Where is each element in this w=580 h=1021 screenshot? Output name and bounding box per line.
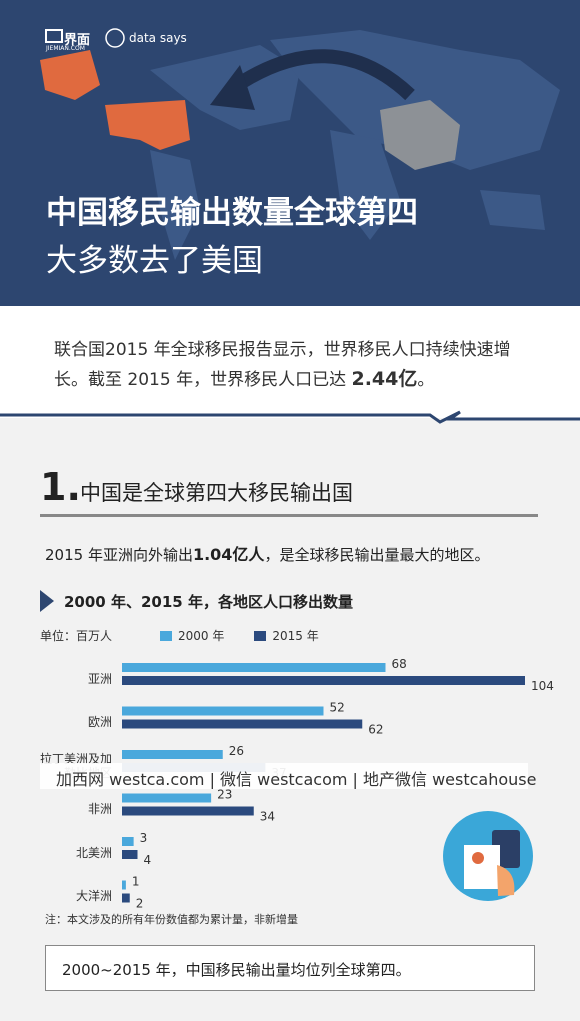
value-label: 3 (140, 831, 148, 845)
category-label: 欧洲 (87, 715, 112, 729)
brand-icon (105, 28, 125, 48)
legend-label: 2000 年 (178, 629, 225, 643)
arrow-head (210, 65, 255, 110)
section-number: 1. (40, 465, 81, 509)
unit: 单位：百万人 (40, 629, 113, 643)
subtitle: 大多数去了美国 (46, 243, 263, 279)
intro-panel (0, 306, 580, 418)
logo-icon (45, 29, 63, 43)
chart-title: 2000 年、2015 年，各地区人口移出数量 (64, 593, 353, 611)
note: 注：本文涉及的所有年份数值都为累计量，非新增量 (45, 913, 298, 926)
arrow (225, 49, 415, 101)
text-highlight: 1.04亿人 (192, 545, 265, 564)
value-label: 34 (260, 810, 275, 824)
value-label: 23 (217, 788, 232, 802)
heading-rule (40, 514, 538, 517)
section-heading: 中国是全球第四大移民输出国 (80, 481, 353, 505)
value-label: 4 (144, 853, 152, 867)
china (380, 100, 460, 170)
bar (122, 663, 386, 672)
intro-text: 联合国2015 年全球移民报告显示，世界移民人口持续快速增长。截至 2015 年… (54, 340, 511, 390)
bar (122, 750, 223, 759)
separator (0, 410, 580, 424)
section-text: 2015 年亚洲向外输出1.04亿人，是全球移民输出量最大的地区。 (45, 541, 489, 565)
bar (122, 793, 212, 803)
bar (122, 850, 138, 859)
legend-swatch (254, 630, 267, 641)
legend-label: 2015 年 (272, 629, 319, 643)
bar (122, 880, 126, 890)
legend-item: 2015 年 (254, 627, 319, 644)
category-label: 大洋洲 (75, 889, 112, 903)
watermark-bg (40, 763, 528, 789)
legend: 2000 年 2015 年 (160, 627, 319, 644)
map-illustration (40, 28, 560, 260)
passport-icon (443, 811, 533, 901)
value-label: 104 (531, 679, 554, 693)
title-marker (40, 590, 54, 612)
text: 2015 年亚洲向外输出 (45, 546, 193, 564)
value-label: 2 (136, 897, 144, 911)
category-label: 北美洲 (75, 845, 112, 860)
value-label: 52 (330, 701, 345, 715)
brand: data says (129, 31, 187, 45)
intro-highlight: 2.44亿 (351, 368, 418, 390)
intro-end: 。 (417, 370, 435, 390)
bar (122, 676, 525, 685)
text-end: ，是全球移民输出量最大的地区。 (264, 546, 490, 564)
value-label: 26 (229, 744, 244, 758)
category-label: 非洲 (87, 802, 112, 816)
bar (122, 893, 130, 903)
bar (122, 706, 324, 716)
bar (122, 837, 134, 846)
usa (105, 100, 190, 150)
value-label: 68 (392, 657, 407, 671)
value-label: 1 (132, 875, 140, 889)
category-label: 亚洲 (87, 671, 112, 686)
logo-sub: JIEMIAN.COM (46, 45, 85, 52)
legend-swatch (160, 630, 172, 641)
legend-item: 2000 年 (160, 627, 224, 644)
watermark: 加西网 westca.com | 微信 westcacom | 地产微信 wes… (56, 770, 537, 789)
bar (122, 719, 363, 729)
conclusion: 2000~2015 年，中国移民输出量均位列全球第四。 (62, 961, 411, 979)
bar (122, 806, 254, 816)
conclusion-box (45, 945, 535, 991)
intro: 联合国2015 年全球移民报告显示，世界移民人口持续快速增长。截至 2015 年… (54, 336, 534, 395)
alaska (40, 50, 100, 100)
logo: 界面 (64, 33, 91, 48)
value-label: 62 (368, 723, 383, 737)
header: 界面 JIEMIAN.COM data says 中国移民输出数量全球第四 大多… (0, 0, 580, 306)
title: 中国移民输出数量全球第四 (46, 195, 418, 231)
zigzag (0, 410, 580, 424)
